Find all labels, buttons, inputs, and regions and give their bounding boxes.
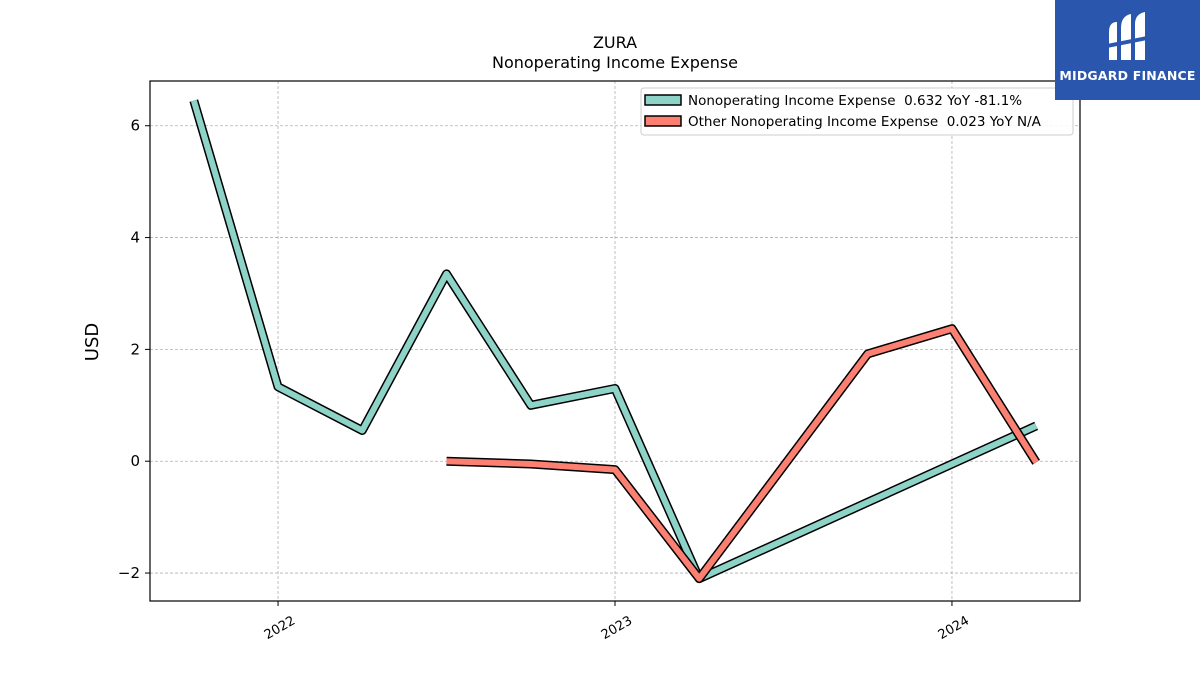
y-axis: −2 0 2 4 6 — [118, 117, 150, 582]
legend-box — [640, 87, 1074, 136]
legend-label: Nonoperating Income Expense 0.632 YoY -8… — [688, 93, 1022, 109]
series-line — [190, 99, 1038, 582]
legend-swatch — [644, 94, 682, 106]
x-tick-label: 2023 — [599, 613, 635, 643]
chart-title: ZURA — [593, 33, 637, 52]
x-axis: 2022 2023 2024 — [262, 601, 972, 643]
series-line — [446, 325, 1039, 582]
logo-text: MIDGARD FINANCE — [1059, 68, 1196, 83]
series-1 — [189, 99, 1039, 584]
midgard-finance-logo: MIDGARD FINANCE — [1055, 0, 1200, 100]
legend: Nonoperating Income Expense 0.632 YoY -8… — [640, 87, 1074, 136]
y-tick-label: 2 — [130, 340, 140, 358]
x-tick-label: 2022 — [262, 613, 298, 643]
grid-lines — [150, 81, 1080, 601]
legend-label: Other Nonoperating Income Expense 0.023 … — [688, 114, 1042, 130]
y-tick-label: −2 — [118, 564, 140, 582]
logo-mark-icon — [1107, 12, 1147, 60]
legend-swatch — [644, 115, 682, 127]
series-2 — [446, 324, 1041, 584]
y-tick-label: 4 — [130, 229, 140, 247]
y-axis-label: USD — [82, 323, 103, 361]
y-tick-label: 6 — [130, 117, 140, 135]
y-tick-label: 0 — [130, 452, 140, 470]
chart-subtitle: Nonoperating Income Expense — [492, 53, 738, 72]
series-line-outline — [446, 324, 1041, 584]
series-layer — [189, 99, 1041, 584]
x-tick-label: 2024 — [936, 613, 972, 643]
